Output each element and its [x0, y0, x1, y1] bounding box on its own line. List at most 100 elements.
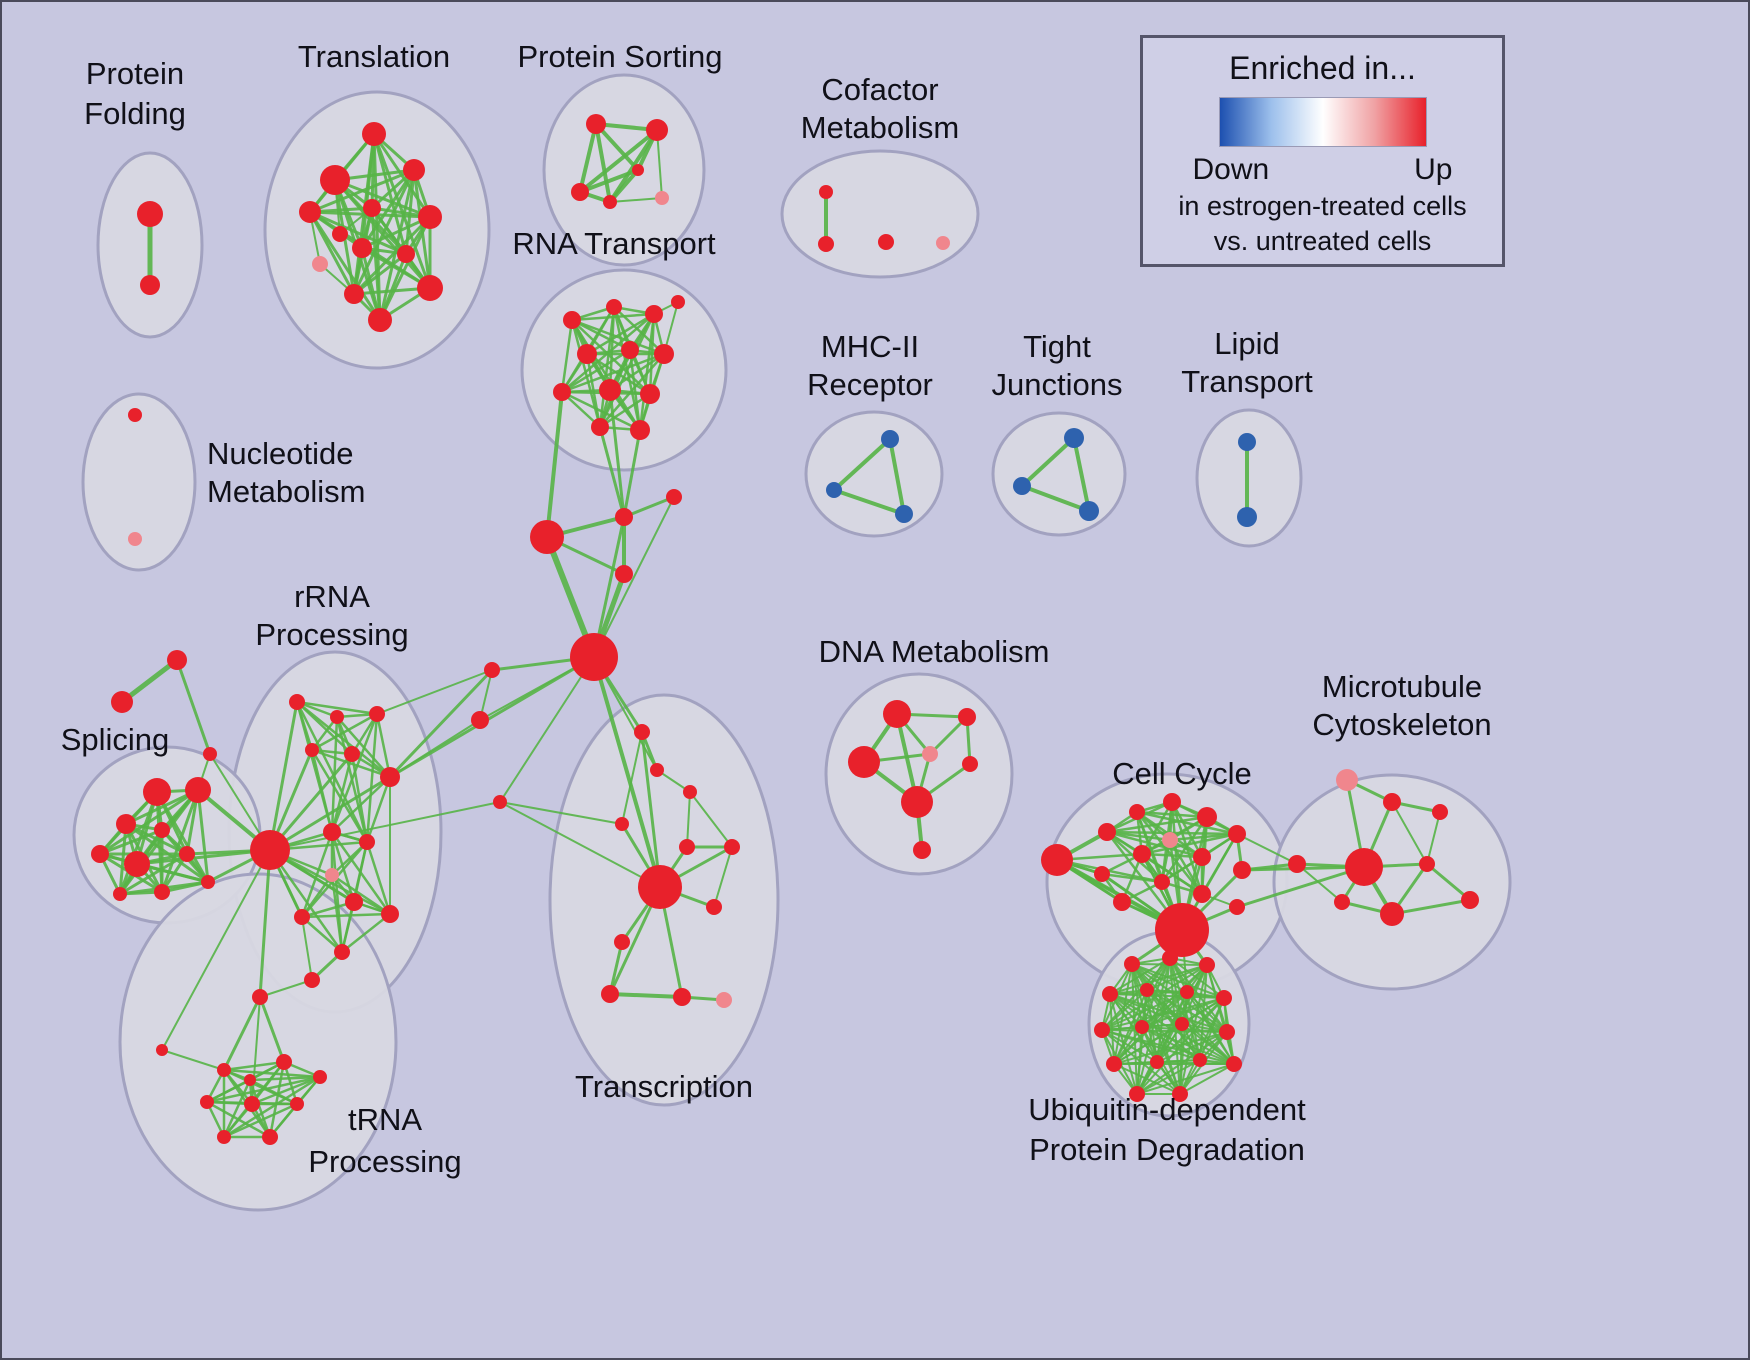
network-node-94[interactable]: [634, 724, 650, 740]
network-node-149[interactable]: [1106, 1056, 1122, 1072]
network-node-4[interactable]: [403, 159, 425, 181]
network-node-148[interactable]: [1219, 1024, 1235, 1040]
network-node-122[interactable]: [1193, 848, 1211, 866]
network-node-37[interactable]: [881, 430, 899, 448]
network-node-73[interactable]: [380, 767, 400, 787]
network-node-58[interactable]: [143, 778, 171, 806]
network-node-140[interactable]: [1199, 957, 1215, 973]
network-node-103[interactable]: [601, 985, 619, 1003]
network-node-87[interactable]: [313, 1070, 327, 1084]
network-node-46[interactable]: [128, 532, 142, 546]
network-node-76[interactable]: [359, 834, 375, 850]
network-node-34[interactable]: [640, 384, 660, 404]
network-node-99[interactable]: [724, 839, 740, 855]
network-node-146[interactable]: [1135, 1020, 1149, 1034]
network-node-21[interactable]: [819, 185, 833, 199]
network-node-6[interactable]: [363, 199, 381, 217]
network-node-136[interactable]: [1380, 902, 1404, 926]
network-node-41[interactable]: [1013, 477, 1031, 495]
network-node-30[interactable]: [621, 341, 639, 359]
network-node-49[interactable]: [666, 489, 682, 505]
network-node-145[interactable]: [1094, 1022, 1110, 1038]
network-node-0[interactable]: [137, 201, 163, 227]
network-node-17[interactable]: [571, 183, 589, 201]
network-node-81[interactable]: [334, 944, 350, 960]
network-node-12[interactable]: [417, 275, 443, 301]
network-node-118[interactable]: [1228, 825, 1246, 843]
network-node-14[interactable]: [332, 226, 348, 242]
network-node-31[interactable]: [654, 344, 674, 364]
network-node-152[interactable]: [1226, 1056, 1242, 1072]
network-node-33[interactable]: [599, 379, 621, 401]
network-node-20[interactable]: [632, 164, 644, 176]
network-node-130[interactable]: [1383, 793, 1401, 811]
network-node-48[interactable]: [615, 508, 633, 526]
network-node-70[interactable]: [369, 706, 385, 722]
network-node-26[interactable]: [606, 299, 622, 315]
network-node-56[interactable]: [111, 691, 133, 713]
network-node-105[interactable]: [716, 992, 732, 1008]
network-node-93[interactable]: [244, 1074, 256, 1086]
network-node-65[interactable]: [154, 884, 170, 900]
network-node-25[interactable]: [563, 311, 581, 329]
network-node-40[interactable]: [1064, 428, 1084, 448]
network-node-100[interactable]: [638, 865, 682, 909]
network-node-60[interactable]: [116, 814, 136, 834]
network-node-89[interactable]: [244, 1096, 260, 1112]
network-node-57[interactable]: [203, 747, 217, 761]
network-node-126[interactable]: [1193, 885, 1211, 903]
network-node-10[interactable]: [397, 245, 415, 263]
network-node-32[interactable]: [553, 383, 571, 401]
network-node-127[interactable]: [1155, 903, 1209, 957]
network-node-110[interactable]: [962, 756, 978, 772]
network-node-22[interactable]: [818, 236, 834, 252]
network-node-19[interactable]: [655, 191, 669, 205]
network-node-3[interactable]: [320, 165, 350, 195]
network-node-18[interactable]: [603, 195, 617, 209]
network-node-124[interactable]: [1113, 893, 1131, 911]
network-node-1[interactable]: [140, 275, 160, 295]
network-node-98[interactable]: [679, 839, 695, 855]
network-node-143[interactable]: [1180, 985, 1194, 999]
network-node-24[interactable]: [936, 236, 950, 250]
network-node-116[interactable]: [1163, 793, 1181, 811]
network-node-135[interactable]: [1461, 891, 1479, 909]
network-node-137[interactable]: [1334, 894, 1350, 910]
network-node-113[interactable]: [1041, 844, 1073, 876]
network-node-36[interactable]: [630, 420, 650, 440]
network-node-111[interactable]: [901, 786, 933, 818]
network-node-96[interactable]: [683, 785, 697, 799]
network-node-123[interactable]: [1233, 861, 1251, 879]
network-node-2[interactable]: [362, 122, 386, 146]
network-node-142[interactable]: [1140, 983, 1154, 997]
network-node-139[interactable]: [1162, 950, 1178, 966]
network-node-67[interactable]: [113, 887, 127, 901]
network-node-88[interactable]: [200, 1095, 214, 1109]
network-node-52[interactable]: [484, 662, 500, 678]
network-node-82[interactable]: [304, 972, 320, 988]
network-node-66[interactable]: [201, 875, 215, 889]
network-node-13[interactable]: [368, 308, 392, 332]
network-node-61[interactable]: [154, 822, 170, 838]
network-node-15[interactable]: [586, 114, 606, 134]
network-node-154[interactable]: [1172, 1086, 1188, 1102]
network-node-42[interactable]: [1079, 501, 1099, 521]
network-node-150[interactable]: [1150, 1055, 1164, 1069]
network-node-104[interactable]: [673, 988, 691, 1006]
network-node-68[interactable]: [289, 694, 305, 710]
network-node-75[interactable]: [323, 823, 341, 841]
network-node-147[interactable]: [1175, 1017, 1189, 1031]
network-node-80[interactable]: [381, 905, 399, 923]
network-node-107[interactable]: [958, 708, 976, 726]
network-node-97[interactable]: [615, 817, 629, 831]
network-node-86[interactable]: [276, 1054, 292, 1070]
network-node-77[interactable]: [325, 868, 339, 882]
network-node-64[interactable]: [179, 846, 195, 862]
network-node-43[interactable]: [1238, 433, 1256, 451]
network-node-92[interactable]: [262, 1129, 278, 1145]
network-node-27[interactable]: [645, 305, 663, 323]
network-node-59[interactable]: [185, 777, 211, 803]
network-node-16[interactable]: [646, 119, 668, 141]
network-node-55[interactable]: [167, 650, 187, 670]
network-node-9[interactable]: [352, 238, 372, 258]
